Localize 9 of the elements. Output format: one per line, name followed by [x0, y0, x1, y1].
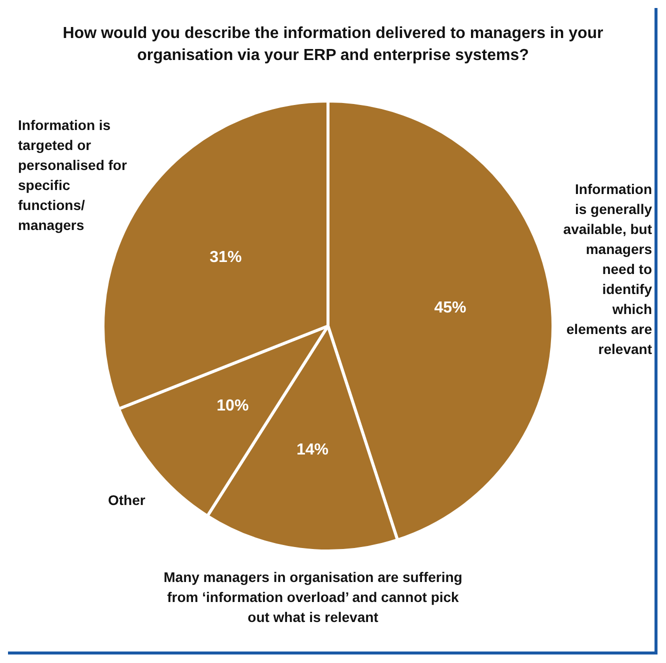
slice-label: Information is targeted or personalised for specific functions/ managers [18, 117, 128, 233]
chart-title: How would you describe the information delivered to managers in your organisation via your ERP and enterprise systems? [62, 25, 604, 64]
slice-label: Other [108, 492, 146, 508]
data-label: 31% [210, 249, 242, 266]
category-label: Information is generally available, but managers need to identify which elements are relevant [563, 181, 652, 357]
slice-label: Many managers in organisation are suffering from ‘information overload’ and cannot pick out what is relevant [164, 569, 462, 625]
data-label: 10% [216, 397, 249, 414]
data-label: 45% [434, 299, 466, 316]
data-label: 14% [296, 441, 329, 458]
